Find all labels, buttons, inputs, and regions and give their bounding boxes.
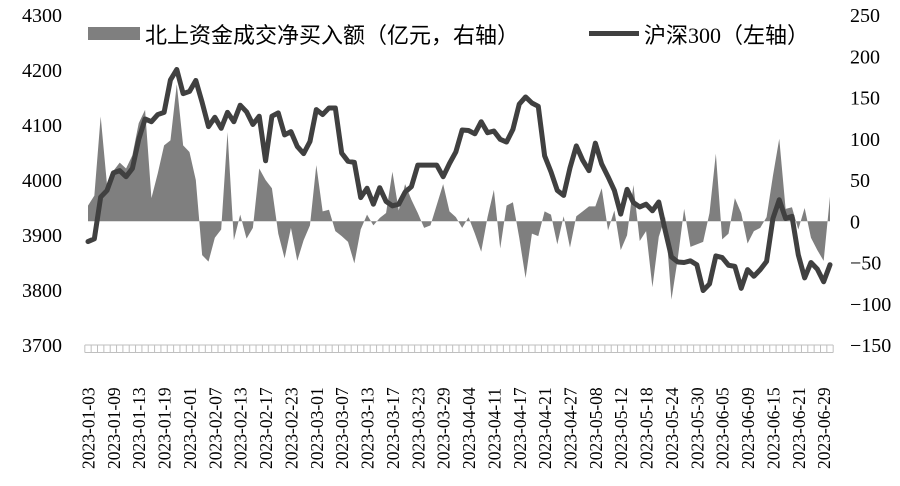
x-axis-tick-strip <box>84 344 834 353</box>
x-axis-date-label: 2023-01-13 <box>129 387 149 469</box>
x-axis-date-label: 2023-02-13 <box>231 387 251 469</box>
y-right-tick-label: −150 <box>850 335 891 357</box>
line-polyline-csi300 <box>85 66 833 294</box>
x-axis-date-label: 2023-02-07 <box>205 387 225 469</box>
x-axis-date-label: 2023-05-30 <box>687 387 707 469</box>
x-axis-date-label: 2023-06-21 <box>789 387 809 469</box>
y-right-tick-label: 0 <box>850 211 860 233</box>
x-axis-date-label: 2023-02-01 <box>180 387 200 469</box>
y-axis-right-tick-labels: 250 200 150 100 50 0 −50 −100 −150 <box>850 5 891 357</box>
x-axis-date-labels: 2023-01-03 2023-01-09 2023-01-13 2023-01-19… <box>79 387 835 469</box>
y-left-tick-label: 3800 <box>22 280 62 302</box>
x-axis-date-label: 2023-04-27 <box>560 387 580 469</box>
x-axis-date-label: 2023-01-03 <box>79 387 99 469</box>
x-axis-date-label: 2023-03-23 <box>408 387 428 469</box>
line-series-csi300 <box>85 66 833 294</box>
y-right-tick-label: 100 <box>850 129 880 151</box>
y-left-tick-label: 4300 <box>22 5 62 27</box>
legend-area-swatch <box>88 27 140 40</box>
y-right-tick-label: 250 <box>850 5 880 27</box>
legend-area-label: 北上资金成交净买入额（亿元，右轴） <box>145 23 519 48</box>
x-axis-date-label: 2023-03-13 <box>358 387 378 469</box>
x-axis-date-label: 2023-06-15 <box>763 387 783 469</box>
y-left-tick-label: 3900 <box>22 225 62 247</box>
x-axis-date-label: 2023-05-12 <box>611 387 631 469</box>
area-polygon-northbound <box>88 84 830 300</box>
x-axis-date-label: 2023-06-29 <box>814 387 834 469</box>
x-axis-date-label: 2023-06-09 <box>738 387 758 469</box>
x-axis-date-label: 2023-04-17 <box>510 387 530 469</box>
x-axis-date-label: 2023-05-08 <box>586 387 606 469</box>
y-left-tick-label: 3700 <box>22 335 62 357</box>
x-axis-date-label: 2023-06-05 <box>713 387 733 469</box>
x-axis-date-label: 2023-05-24 <box>662 387 682 469</box>
y-left-tick-label: 4200 <box>22 60 62 82</box>
y-right-tick-label: 200 <box>850 46 880 68</box>
y-axis-left-tick-labels: 4300 4200 4100 4000 3900 3800 3700 <box>22 5 62 357</box>
x-axis-date-label: 2023-03-29 <box>434 387 454 469</box>
x-axis-date-label: 2023-01-19 <box>155 387 175 469</box>
y-left-tick-label: 4000 <box>22 170 62 192</box>
x-axis-date-label: 2023-02-23 <box>281 387 301 469</box>
y-right-tick-label: 150 <box>850 88 880 110</box>
y-left-tick-label: 4100 <box>22 115 62 137</box>
area-series-northbound-net-buy <box>88 84 830 300</box>
x-axis-date-label: 2023-04-04 <box>459 387 479 469</box>
x-axis-date-label: 2023-05-18 <box>637 387 657 469</box>
legend: 北上资金成交净买入额（亿元，右轴） 沪深300（左轴） <box>88 23 809 48</box>
y-right-tick-label: 50 <box>850 170 870 192</box>
y-right-tick-label: −50 <box>850 253 881 275</box>
x-axis-date-label: 2023-03-07 <box>332 387 352 469</box>
x-axis-date-label: 2023-02-17 <box>256 387 276 469</box>
legend-line-label: 沪深300（左轴） <box>644 23 809 48</box>
x-axis-date-label: 2023-04-21 <box>535 387 555 469</box>
y-right-tick-label: −100 <box>850 294 891 316</box>
x-axis-date-label: 2023-04-11 <box>484 388 504 469</box>
x-axis-date-label: 2023-03-01 <box>307 387 327 469</box>
x-axis-date-label: 2023-01-09 <box>104 387 124 469</box>
x-axis-date-label: 2023-03-17 <box>383 387 403 469</box>
